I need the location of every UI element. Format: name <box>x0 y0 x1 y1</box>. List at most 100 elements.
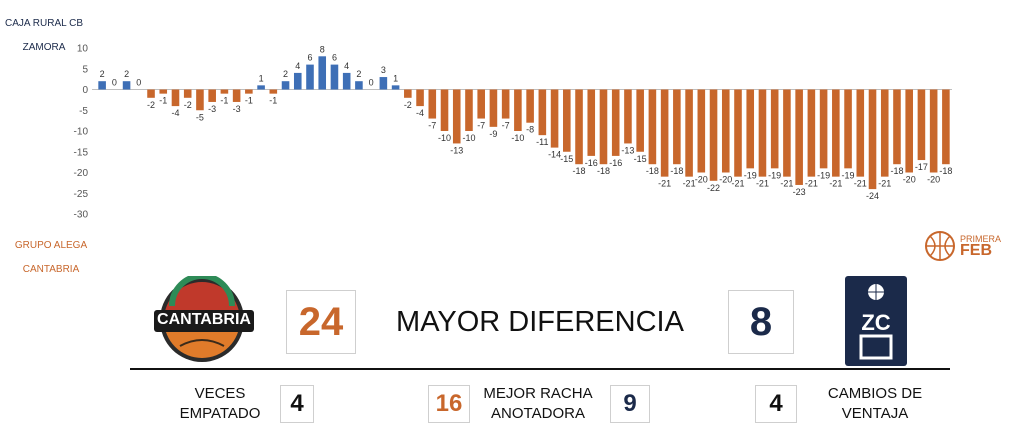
team-top-line1: CAJA RURAL CB <box>5 18 83 29</box>
bar-data-label: -2 <box>184 100 192 110</box>
bar-data-label: -19 <box>768 170 781 180</box>
chart-bar <box>624 89 632 144</box>
away-max-diff: 8 <box>749 299 773 344</box>
bar-data-label: -17 <box>915 162 928 172</box>
chart-bar <box>465 89 473 131</box>
team-bottom-line2: CANTABRIA <box>22 264 80 275</box>
chart-bar <box>538 89 547 136</box>
lead-changes-value-box: 4 <box>755 385 797 423</box>
chart-bar <box>673 89 681 165</box>
away-max-diff-box: 8 <box>728 290 794 354</box>
team-top-label: CAJA RURAL CB ZAMORA <box>4 6 84 66</box>
chart-bar <box>477 89 485 119</box>
chart-bar <box>942 89 950 165</box>
bar-data-label: -21 <box>878 179 891 189</box>
bar-data-label: -1 <box>269 96 277 106</box>
chart-bar <box>293 72 302 90</box>
lead-changes-value: 4 <box>769 390 783 417</box>
cantabria-crest-icon <box>154 273 254 362</box>
bar-data-label: -18 <box>890 166 903 176</box>
league-logo: PRIMERA FEB <box>920 228 1001 262</box>
chart-bar <box>783 89 791 177</box>
chart-bar <box>587 89 596 156</box>
chart-bar <box>795 89 803 185</box>
chart-bar <box>636 89 644 152</box>
chart-bar <box>893 89 901 165</box>
y-tick-label: -25 <box>74 189 89 200</box>
chart-bar <box>416 89 424 107</box>
run-label: MEJOR RACHA ANOTADORA <box>483 385 593 422</box>
chart-bar <box>171 89 180 107</box>
bar-data-label: -8 <box>526 125 534 135</box>
chart-bar <box>856 89 865 177</box>
chart-bar <box>734 89 742 177</box>
bar-data-label: -21 <box>854 179 867 189</box>
bar-data-label: 0 <box>112 78 117 88</box>
y-tick-label: -20 <box>74 168 89 179</box>
chart-bar <box>147 89 155 98</box>
bar-data-label: -21 <box>731 179 744 189</box>
bar-data-label: -15 <box>634 154 647 164</box>
bar-data-label: -21 <box>658 179 671 189</box>
bar-data-label: -4 <box>171 108 179 118</box>
home-max-diff: 24 <box>298 299 344 344</box>
y-tick-label: -10 <box>74 127 89 138</box>
bar-data-label: 8 <box>320 44 325 54</box>
chart-bar <box>563 89 571 152</box>
bar-data-label: 0 <box>136 78 141 88</box>
home-team-logo: CANTABRIA <box>150 273 260 366</box>
chart-bar <box>281 81 290 90</box>
chart-bar <box>721 89 730 173</box>
team-bottom-label: GRUPO ALEGA CANTABRIA <box>6 228 96 288</box>
chart-bar <box>746 89 755 169</box>
y-tick-label: 5 <box>82 64 88 75</box>
chart-bar <box>660 89 669 177</box>
bar-data-label: 4 <box>344 61 349 71</box>
bar-data-label: -21 <box>805 179 818 189</box>
chart-bar <box>514 89 522 131</box>
bar-data-label: -11 <box>536 137 548 147</box>
bar-data-label: -20 <box>927 175 940 185</box>
bar-data-label: -7 <box>502 121 510 131</box>
bar-data-label: -5 <box>196 112 204 122</box>
center-title: MAYOR DIFERENCIA <box>396 306 684 338</box>
y-tick-label: 10 <box>77 44 89 55</box>
chart-bar <box>269 89 278 94</box>
stats-divider <box>130 368 950 370</box>
chart-bar <box>905 89 913 173</box>
bar-data-label: 2 <box>283 69 288 79</box>
bar-data-label: -21 <box>829 179 842 189</box>
bar-data-label: -10 <box>462 133 475 143</box>
chart-bar <box>880 89 889 177</box>
chart-bar <box>526 89 534 123</box>
y-tick-label: -30 <box>74 210 89 221</box>
bar-data-label: -7 <box>428 121 436 131</box>
basketball-logo-icon <box>925 231 955 261</box>
bar-data-label: 2 <box>124 69 129 79</box>
away-run-value: 9 <box>623 390 637 417</box>
chart-bar <box>391 85 400 90</box>
away-logo-text: ZC <box>861 310 891 335</box>
bar-data-label: -3 <box>208 104 216 114</box>
bar-data-label: 2 <box>100 69 105 79</box>
chart-bar <box>220 89 229 94</box>
team-bottom-line1: GRUPO ALEGA <box>14 240 88 251</box>
chart-bar <box>452 89 461 144</box>
bar-data-label: -22 <box>707 183 720 193</box>
bar-data-label: -20 <box>695 175 708 185</box>
team-top-line2: ZAMORA <box>22 42 66 53</box>
chart-bar <box>501 89 510 119</box>
bar-data-label: -16 <box>609 158 622 168</box>
bar-data-label: -9 <box>489 129 497 139</box>
bar-data-label: -16 <box>585 158 598 168</box>
bar-data-label: -4 <box>416 108 424 118</box>
chart-bar <box>379 77 388 90</box>
chart-bar <box>832 89 840 177</box>
bar-data-label: -20 <box>719 175 732 185</box>
chart-bar <box>440 89 449 131</box>
bar-data-label: -15 <box>560 154 573 164</box>
y-tick-label: -15 <box>74 147 89 158</box>
chart-bar <box>318 56 327 90</box>
chart-bar <box>183 89 192 98</box>
bar-data-label: -1 <box>220 96 228 106</box>
